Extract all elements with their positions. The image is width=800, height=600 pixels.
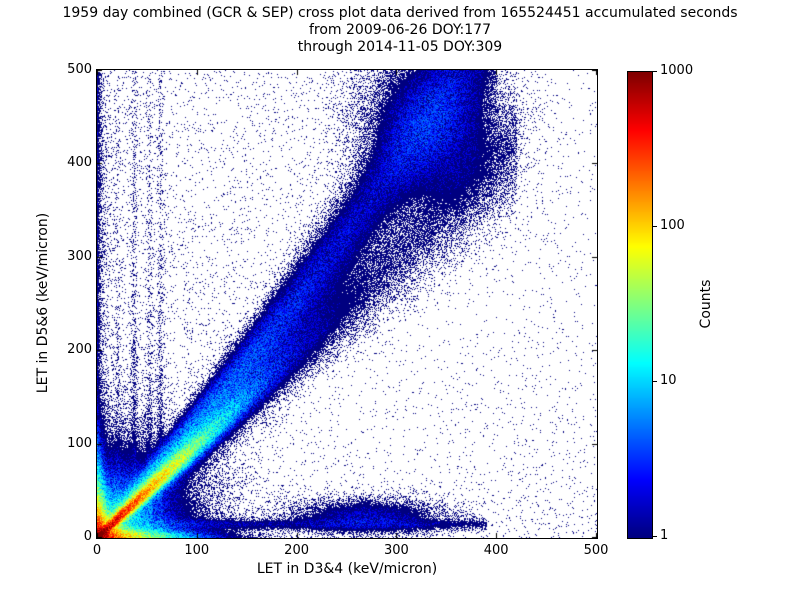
chart-title: 1959 day combined (GCR & SEP) cross plot…	[62, 5, 738, 21]
chart-title-block: 1959 day combined (GCR & SEP) cross plot…	[0, 5, 800, 56]
x-tick-label: 100	[184, 543, 210, 558]
colorbar-tick-mark	[653, 71, 657, 72]
heatmap-canvas	[97, 70, 597, 538]
plot-area	[96, 69, 598, 539]
chart-subtitle-from: from 2009-06-26 DOY:177	[308, 22, 491, 38]
colorbar-label: Counts	[698, 279, 714, 329]
colorbar-tick-label: 100	[660, 218, 685, 233]
colorbar-tick-mark	[653, 536, 657, 537]
colorbar-tick-label: 1000	[660, 63, 694, 78]
y-tick-label: 500	[67, 62, 92, 77]
y-tick-label: 200	[67, 342, 92, 358]
colorbar-tick-mark	[653, 226, 657, 227]
y-tick-label: 0	[83, 529, 92, 544]
chart-subtitle-through: through 2014-11-05 DOY:309	[297, 39, 503, 55]
x-tick-label: 500	[583, 543, 609, 558]
y-tick-label: 100	[67, 435, 92, 451]
x-tick-label: 0	[92, 543, 102, 558]
y-axis-label: LET in D5&6 (keV/micron)	[35, 212, 51, 394]
colorbar-tick-label: 10	[660, 373, 677, 388]
y-tick-label: 400	[67, 155, 92, 171]
x-axis-label: LET in D3&4 (keV/micron)	[256, 561, 438, 577]
x-tick-label: 400	[483, 543, 509, 558]
colorbar	[627, 71, 653, 539]
x-tick-label: 200	[284, 543, 309, 558]
colorbar-tick-mark	[653, 381, 657, 382]
colorbar-tick-label: 1	[660, 528, 669, 543]
x-tick-label: 300	[383, 543, 409, 558]
colorbar-canvas	[628, 72, 652, 538]
y-tick-label: 300	[67, 248, 92, 264]
